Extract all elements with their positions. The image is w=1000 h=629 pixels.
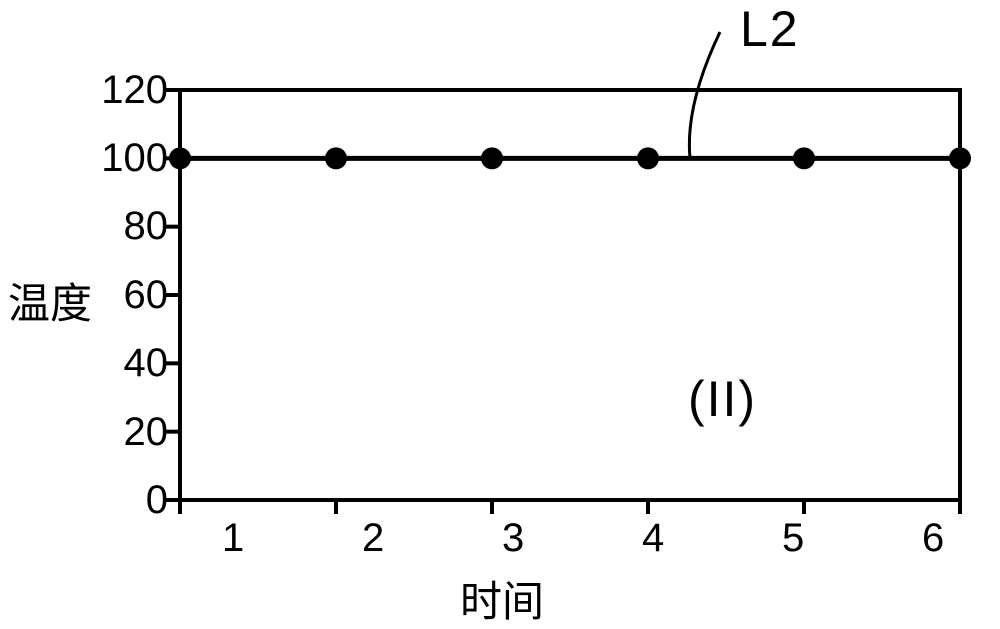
series-label-l2: L2 [740, 0, 800, 58]
ytick-60: 60 [124, 273, 169, 318]
ytick-40: 40 [124, 341, 169, 386]
ytick-80: 80 [124, 204, 169, 249]
chart-container: { "chart": { "type": "line", "series_lab… [0, 0, 1000, 626]
ytick-20: 20 [124, 410, 169, 455]
ytick-100: 100 [101, 136, 168, 181]
xtick-5: 5 [782, 516, 804, 561]
region-label-ii: (II) [688, 370, 757, 428]
ytick-120: 120 [101, 68, 168, 113]
xtick-1: 1 [222, 516, 244, 561]
ytick-0: 0 [146, 478, 168, 523]
xtick-3: 3 [502, 516, 524, 561]
xtick-6: 6 [922, 516, 944, 561]
xtick-2: 2 [362, 516, 384, 561]
xtick-4: 4 [642, 516, 664, 561]
